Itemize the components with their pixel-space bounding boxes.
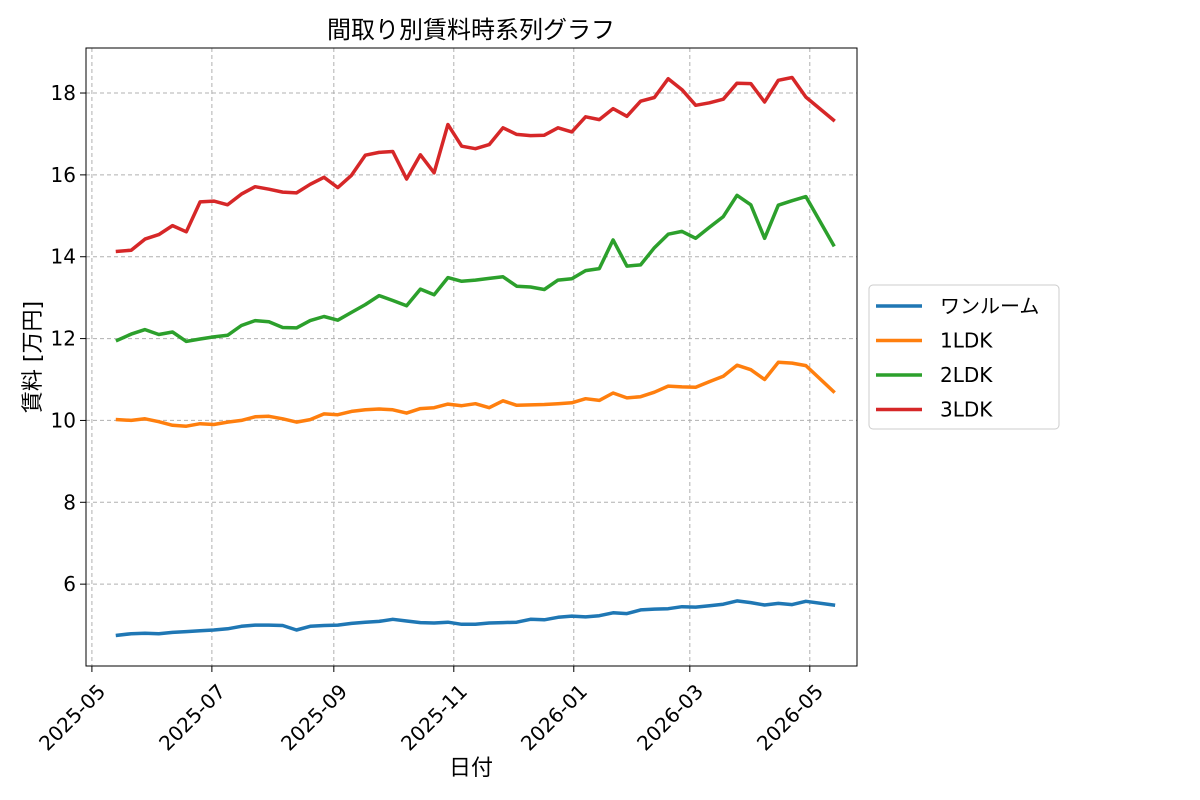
series-line-2 xyxy=(115,193,836,344)
y-axis-title: 賃料 [万円] xyxy=(21,301,46,413)
legend-label-3: 3LDK xyxy=(940,398,993,422)
y-tick-label: 18 xyxy=(51,81,76,105)
y-axis-ticks: 6 8 10 12 14 16 18 xyxy=(51,81,86,596)
y-tick-label: 12 xyxy=(51,327,76,351)
series-lines xyxy=(115,75,836,638)
legend-label-1: 1LDK xyxy=(940,329,993,353)
plot-frame xyxy=(85,47,858,667)
series-line-0 xyxy=(115,599,836,638)
y-tick-label: 14 xyxy=(51,245,76,269)
y-tick-label: 10 xyxy=(51,408,76,432)
plot-area xyxy=(86,48,857,666)
legend: ワンルーム 1LDK 2LDK 3LDK xyxy=(868,284,1060,430)
chart-title: 間取り別賃料時系列グラフ xyxy=(327,16,615,44)
series-line-3 xyxy=(115,75,836,254)
x-axis-title: 日付 xyxy=(449,756,493,781)
y-tick-label: 16 xyxy=(51,163,76,187)
series-line-1 xyxy=(115,360,836,428)
legend-box xyxy=(868,284,1060,430)
y-tick-label: 8 xyxy=(63,490,76,514)
legend-label-2: 2LDK xyxy=(940,363,993,387)
grid-lines xyxy=(86,48,857,666)
y-tick-label: 6 xyxy=(63,572,76,596)
legend-label-0: ワンルーム xyxy=(940,294,1039,318)
